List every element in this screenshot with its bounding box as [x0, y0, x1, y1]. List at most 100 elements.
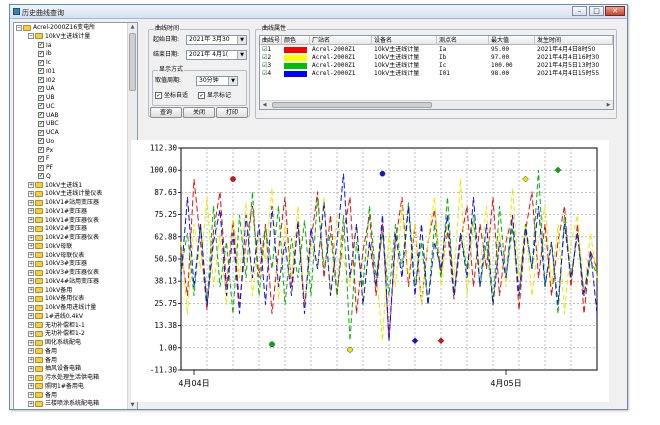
- curve-id-cell[interactable]: ☑4: [260, 70, 282, 78]
- tree-point-item[interactable]: ✔ UBC: [38, 120, 59, 128]
- tree-node-item[interactable]: + 固化系统配电: [28, 339, 81, 347]
- close-button[interactable]: 关闭: [183, 107, 215, 118]
- tree-point-item[interactable]: ✔ Px: [38, 147, 53, 155]
- expand-icon[interactable]: +: [28, 252, 34, 258]
- scroll-left-arrow-icon[interactable]: ◀: [262, 102, 267, 108]
- expand-icon[interactable]: +: [28, 357, 34, 363]
- expand-icon[interactable]: +: [28, 339, 34, 346]
- checkbox-checked-icon[interactable]: ✔: [38, 147, 44, 153]
- tree-point-item[interactable]: ✔ UCA: [38, 129, 59, 137]
- tree-node-item[interactable]: +10kV3#变压器仪表: [28, 269, 99, 277]
- checkbox-checked-icon[interactable]: ✔: [155, 92, 162, 99]
- checkbox-checked-icon[interactable]: ✔: [38, 120, 44, 127]
- column-header[interactable]: 厂站名: [310, 36, 372, 45]
- tree-node-item[interactable]: + 抽风设备电箱: [28, 365, 81, 373]
- tree-node-item[interactable]: +10kV1#变压器仪表: [28, 217, 99, 225]
- interval-select[interactable]: 30分钟 ▼: [196, 76, 238, 86]
- tree-node-item[interactable]: − 10kV主进线计量: [28, 33, 90, 41]
- tree-point-item[interactable]: ✔ Uo: [38, 138, 54, 146]
- tree-point-item[interactable]: ✔ UB: [38, 94, 55, 102]
- expand-icon[interactable]: +: [28, 269, 34, 276]
- checkbox-checked-icon[interactable]: ✔: [38, 50, 44, 57]
- checkbox-checked-icon[interactable]: ✔: [38, 103, 44, 110]
- checkbox-checked-icon[interactable]: ✔: [38, 173, 44, 180]
- checkbox-checked-icon[interactable]: ✔: [38, 59, 44, 66]
- column-header[interactable]: 设备名: [372, 36, 437, 45]
- checkbox-checked-icon[interactable]: ☑: [262, 70, 268, 77]
- tree-node-item[interactable]: + 备用: [28, 357, 57, 365]
- tree-point-item[interactable]: ✔ PF: [38, 164, 53, 172]
- curve-id-cell[interactable]: ☑2: [260, 54, 282, 62]
- tree-point-item[interactable]: ✔ I02: [38, 77, 55, 85]
- curve-id-cell[interactable]: ☑3: [260, 62, 282, 70]
- tree-node-item[interactable]: − Acrel-2000Z16变电所: [16, 24, 95, 32]
- tree-node-item[interactable]: +10kV备用: [28, 287, 72, 295]
- expand-icon[interactable]: +: [28, 208, 34, 215]
- collapse-icon[interactable]: −: [28, 33, 34, 40]
- tree-point-item[interactable]: ✔ F: [38, 155, 49, 163]
- auto-scale-checkbox[interactable]: ✔ 坐标自适: [155, 92, 188, 100]
- end-date-picker[interactable]: 2021年 4月1( ▼: [186, 50, 247, 60]
- checkbox-checked-icon[interactable]: ✔: [38, 138, 44, 145]
- table-row[interactable]: ☑1 Acrel-2000Z1 10kV主进线计量 Ia 95.00 2021年4月4日8…: [260, 46, 613, 54]
- curve-table[interactable]: 曲线号 颜色 厂站名 设备名 测点名 最大值 发生时间 ☑1 Acrel-2000Z1 10kV…: [259, 35, 614, 110]
- expand-icon[interactable]: +: [28, 190, 34, 197]
- print-button[interactable]: 打印: [216, 107, 248, 118]
- curve-color-swatch[interactable]: [284, 71, 307, 77]
- expand-icon[interactable]: +: [28, 260, 34, 267]
- checkbox-checked-icon[interactable]: ☑: [262, 46, 268, 53]
- tree-point-item[interactable]: ✔ UC: [38, 103, 55, 111]
- tree-node-item[interactable]: +10kV母联仪表: [28, 252, 84, 260]
- tree-node-item[interactable]: + 备用: [28, 392, 57, 400]
- curve-color-swatch[interactable]: [284, 55, 307, 61]
- curve-id-cell[interactable]: ☑1: [260, 46, 282, 54]
- expand-icon[interactable]: +: [28, 295, 34, 302]
- tree-node-item[interactable]: +10kV母联: [28, 243, 72, 251]
- checkbox-checked-icon[interactable]: ✔: [38, 77, 44, 83]
- expand-icon[interactable]: +: [28, 278, 34, 285]
- column-header[interactable]: 颜色: [282, 36, 310, 45]
- tree-node-item[interactable]: + 无功补偿柜1-2: [28, 330, 85, 338]
- curve-table-horizontal-scrollbar[interactable]: ◀ ▶: [260, 100, 613, 109]
- expand-icon[interactable]: +: [28, 374, 34, 381]
- tree-point-item[interactable]: ✔ I01: [38, 68, 55, 76]
- expand-icon[interactable]: +: [28, 392, 34, 398]
- scroll-down-arrow-icon[interactable]: ▼: [130, 402, 135, 408]
- column-header[interactable]: 测点名: [437, 36, 489, 45]
- checkbox-checked-icon[interactable]: ✔: [38, 42, 44, 48]
- curve-table-scroll-thumb[interactable]: [272, 102, 432, 108]
- tree-node-item[interactable]: +10kV主进线计量仪表: [28, 190, 102, 198]
- table-row[interactable]: ☑4 Acrel-2000Z1 10kV主进线计量 I01 98.00 2021年4月4日…: [260, 70, 613, 78]
- tree-node-item[interactable]: +10kV2#变压器仪表: [28, 234, 99, 242]
- checkbox-checked-icon[interactable]: ✔: [38, 129, 44, 136]
- checkbox-checked-icon[interactable]: ✔: [38, 164, 44, 171]
- dropdown-arrow-icon[interactable]: ▼: [237, 36, 246, 44]
- tree-node-item[interactable]: + 三楼喷涂系统配电箱: [28, 400, 99, 408]
- tree-point-item[interactable]: ✔ UA: [38, 85, 55, 93]
- tree-node-item[interactable]: +10kV3#变压器: [28, 260, 87, 268]
- tree-point-item[interactable]: ✔ UAB: [38, 112, 59, 120]
- checkbox-checked-icon[interactable]: ✔: [38, 112, 44, 118]
- query-button[interactable]: 查询: [150, 107, 182, 118]
- checkbox-checked-icon[interactable]: ☑: [262, 54, 268, 61]
- minimize-button[interactable]: –: [572, 6, 587, 16]
- column-header[interactable]: 曲线号: [262, 36, 282, 45]
- expand-icon[interactable]: +: [28, 383, 34, 390]
- expand-icon[interactable]: +: [28, 225, 34, 232]
- expand-icon[interactable]: +: [28, 304, 34, 311]
- expand-icon[interactable]: +: [28, 287, 34, 293]
- expand-icon[interactable]: +: [28, 322, 34, 328]
- tree-node-item[interactable]: + 照明1#备用电: [28, 383, 84, 391]
- dropdown-arrow-icon[interactable]: ▼: [237, 51, 246, 59]
- curve-color-swatch[interactable]: [284, 47, 307, 53]
- checkbox-checked-icon[interactable]: ✔: [38, 155, 44, 162]
- tree-node-item[interactable]: + 无功补偿柜1-1: [28, 322, 85, 330]
- device-tree[interactable]: − Acrel-2000Z16变电所 −10kV主进线计量 ✔ Ia ✔ Ib ✔ Ic ✔ I01…: [13, 22, 138, 409]
- column-header[interactable]: 发生时间: [535, 36, 613, 45]
- expand-icon[interactable]: +: [28, 365, 34, 372]
- expand-icon[interactable]: +: [28, 313, 34, 320]
- checkbox-checked-icon[interactable]: ✔: [198, 92, 205, 99]
- expand-icon[interactable]: +: [28, 234, 34, 241]
- tree-node-item[interactable]: +1#进线0.4kV: [28, 313, 83, 321]
- expand-icon[interactable]: +: [28, 348, 34, 355]
